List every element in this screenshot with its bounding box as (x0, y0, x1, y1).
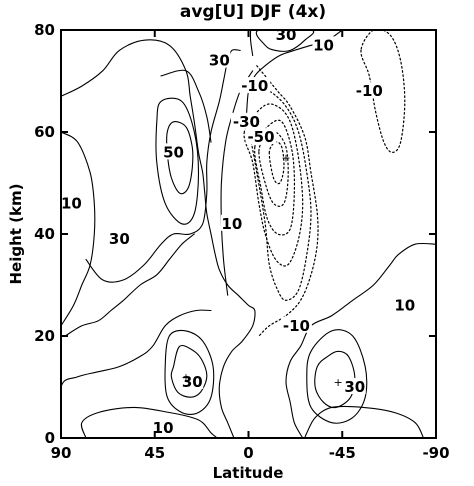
contour-line-neg20-21 (237, 89, 312, 301)
chart-title: avg[U] DJF (4x) (180, 2, 326, 22)
contour-line-20-14 (306, 329, 368, 424)
contour-label-bg-9 (312, 36, 335, 53)
contour-label-6: -30 (233, 113, 260, 131)
contour-label-bg-2 (162, 143, 185, 160)
contour-label-bg-14 (152, 418, 175, 435)
contour-label-3: 30 (209, 52, 230, 70)
x-axis-label: Latitude (213, 464, 284, 482)
contour-labels: 10 30 50 30 10 -10 -30-50 30 10 -10 -10 10 30 10 30 (60, 26, 416, 437)
contour-label-7: -50 (247, 128, 274, 146)
contour-label-10: -10 (356, 82, 383, 100)
contour-line-50-10 (166, 121, 194, 195)
extremum-marker-0: + (181, 371, 190, 384)
contour-line-20-11 (61, 131, 96, 327)
y-tick-label-2: 40 (34, 225, 55, 243)
contour-line-0-17 (61, 309, 212, 438)
extremum-marker-2: + (281, 152, 290, 165)
contour-line-neg30-22 (243, 103, 304, 267)
extremum-marker-1: + (333, 376, 342, 389)
contour-label-bg-10 (353, 82, 385, 99)
contour-label-bg-15 (343, 378, 366, 394)
extrema-markers: + + + (181, 152, 342, 389)
contour-label-14: 10 (153, 419, 174, 437)
y-tick-label-4: 80 (34, 21, 55, 39)
x-tick-label-0: 90 (51, 444, 72, 462)
contour-line-10-2 (61, 39, 256, 438)
contour-label-bg-13 (181, 372, 204, 389)
contour-label-8: 30 (276, 26, 297, 44)
y-axis-label: Height (km) (7, 184, 25, 285)
contour-label-15: 30 (344, 378, 365, 396)
contour-label-bg-6 (230, 112, 262, 129)
contour-label-bg-0 (60, 194, 83, 211)
contour-line-0-18 (220, 70, 254, 296)
contour-line-10-4 (249, 30, 254, 57)
contour-label-4: 10 (221, 215, 242, 233)
y-tick-label-0: 0 (45, 429, 55, 447)
contour-line-20-12 (64, 233, 195, 337)
contour-line-20-13 (164, 329, 215, 415)
contour-label-bg-12 (393, 296, 416, 313)
contour-line-neg10-19 (256, 65, 319, 337)
x-axis-ticks: 90 45 0 -45 -90 (51, 30, 450, 462)
x-tick-label-4: -90 (422, 444, 449, 462)
contour-label-bg-7 (245, 128, 277, 145)
contour-line-neg10-20 (360, 30, 406, 154)
contour-label-bg-4 (220, 214, 243, 231)
y-tick-label-3: 60 (34, 123, 55, 141)
x-tick-label-1: 45 (144, 444, 165, 462)
contour-label-11: -10 (283, 317, 310, 335)
contour-line-30-7 (170, 344, 208, 398)
contour-line-40-15 (155, 97, 200, 225)
contour-line-30-8 (314, 350, 356, 409)
contour-label-2: 50 (163, 143, 184, 161)
contour-line-10-1 (304, 405, 425, 438)
contour-line-30-9 (255, 30, 315, 52)
y-tick-label-1: 20 (34, 327, 55, 345)
contour-line-10-3 (285, 242, 436, 438)
contour-line-10-0 (80, 406, 218, 438)
contour-label-12: 10 (394, 296, 415, 314)
contour-line-neg50-24 (258, 130, 289, 207)
contour-label-13: 30 (182, 373, 203, 391)
contour-label-0: 10 (61, 194, 82, 212)
contour-label-bg-3 (208, 51, 231, 68)
contour-label-5: -10 (241, 77, 268, 95)
contour-label-9: 10 (313, 36, 334, 54)
contour-label-bg-11 (280, 316, 312, 333)
x-tick-label-3: -45 (329, 444, 356, 462)
y-axis-ticks: 0 20 40 60 80 (34, 21, 436, 447)
contour-line-40-16 (160, 69, 212, 143)
contour-label-bg-5 (239, 77, 271, 94)
contour-label-1: 30 (109, 230, 130, 248)
x-tick-label-2: 0 (243, 444, 253, 462)
contour-label-bg-1 (108, 230, 131, 247)
contour-line-neg40-23 (254, 119, 296, 236)
contour-line-30-6 (85, 49, 241, 283)
